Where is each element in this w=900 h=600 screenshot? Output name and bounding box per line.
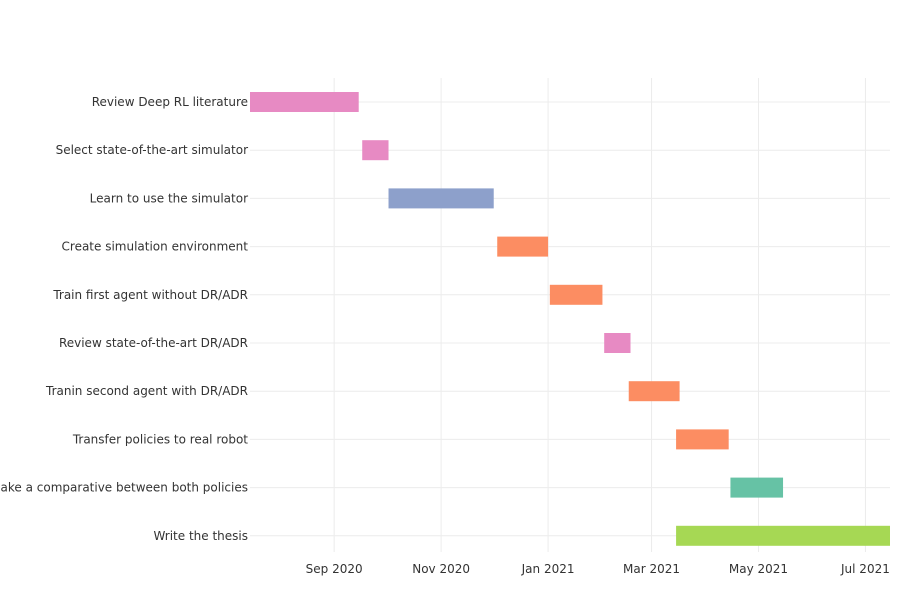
task-bar	[628, 381, 680, 402]
task-bar	[362, 140, 389, 161]
task-bar	[604, 333, 631, 353]
task-bar	[549, 284, 603, 305]
task-bar	[250, 92, 359, 112]
task-bar	[730, 477, 784, 498]
x-axis-tick-labels: Sep 2020 Nov 2020 Jan 2021 Mar 2021 May 2021…	[306, 562, 890, 576]
task-bar	[497, 236, 549, 257]
task-bars	[250, 92, 890, 546]
x-tick-label: Sep 2020	[306, 562, 363, 576]
task-label: Tranin second agent with DR/ADR	[45, 384, 248, 398]
task-bar	[676, 525, 890, 546]
task-labels: Review Deep RL literature Select state-of…	[0, 95, 248, 543]
task-label: Review Deep RL literature	[92, 95, 248, 109]
task-label: Select state-of-the-art simulator	[56, 143, 248, 157]
x-tick-label: Jan 2021	[521, 562, 575, 576]
x-tick-label: May 2021	[729, 562, 788, 576]
x-tick-label: Mar 2021	[623, 562, 680, 576]
task-label: Train first agent without DR/ADR	[52, 288, 248, 302]
x-tick-label: Jul 2021	[840, 562, 890, 576]
task-label: Make a comparative between both policies	[0, 481, 248, 495]
task-label: Review state-of-the-art DR/ADR	[59, 336, 248, 350]
task-label: Transfer policies to real robot	[72, 432, 248, 446]
x-tick-label: Nov 2020	[412, 562, 470, 576]
task-label: Create simulation environment	[62, 240, 249, 254]
task-label: Learn to use the simulator	[90, 191, 248, 205]
task-bar	[388, 188, 494, 209]
grid-lines	[250, 78, 890, 552]
task-bar	[676, 429, 729, 450]
task-label: Write the thesis	[153, 529, 248, 543]
